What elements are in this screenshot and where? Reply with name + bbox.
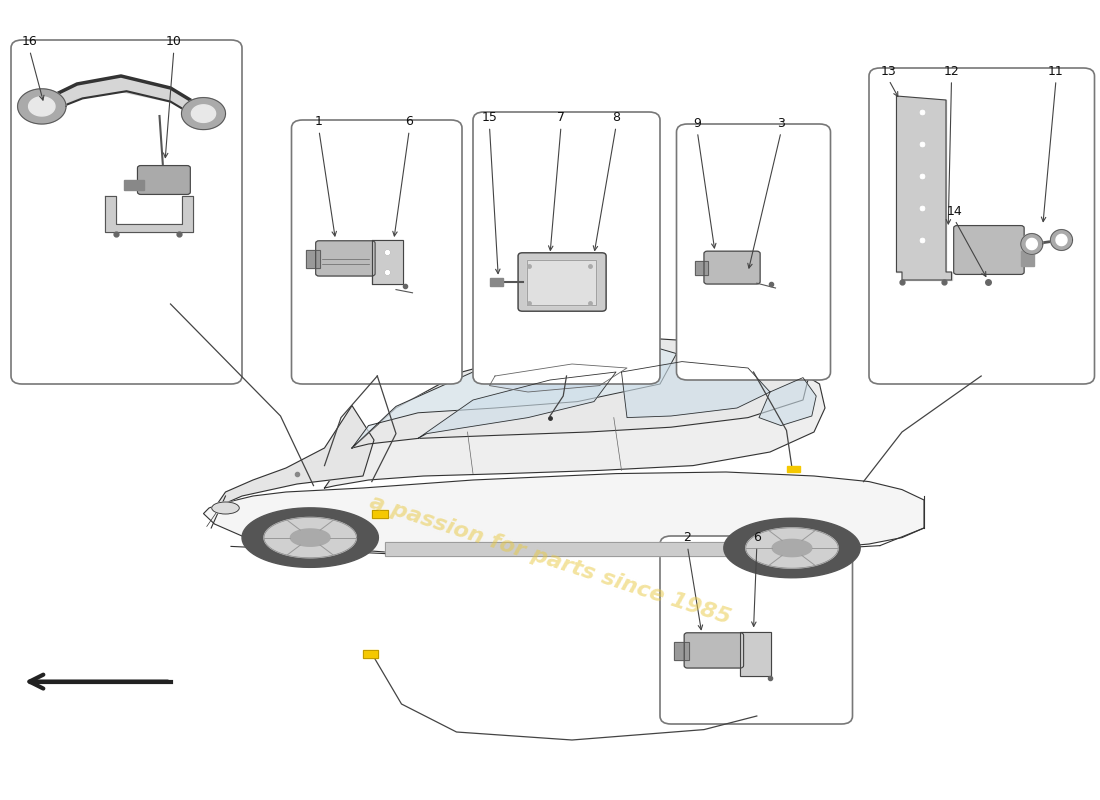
FancyBboxPatch shape xyxy=(316,241,375,276)
FancyBboxPatch shape xyxy=(660,536,852,724)
Polygon shape xyxy=(182,98,225,130)
FancyBboxPatch shape xyxy=(684,633,744,668)
Text: 6: 6 xyxy=(752,531,761,544)
Text: 7: 7 xyxy=(557,111,565,124)
FancyBboxPatch shape xyxy=(292,120,462,384)
Text: 2: 2 xyxy=(683,531,692,544)
Bar xyxy=(674,642,689,660)
Polygon shape xyxy=(896,96,951,280)
Bar xyxy=(306,250,320,268)
Polygon shape xyxy=(18,89,66,124)
Polygon shape xyxy=(772,539,812,557)
FancyBboxPatch shape xyxy=(676,124,830,380)
FancyBboxPatch shape xyxy=(473,112,660,384)
Text: 8: 8 xyxy=(612,111,620,124)
Polygon shape xyxy=(204,472,924,554)
Bar xyxy=(372,510,388,518)
Polygon shape xyxy=(264,518,356,558)
Bar xyxy=(372,240,403,284)
Text: 14: 14 xyxy=(947,205,962,218)
FancyBboxPatch shape xyxy=(138,166,190,194)
Bar xyxy=(385,542,748,556)
Bar xyxy=(695,261,708,275)
Ellipse shape xyxy=(211,502,240,514)
Polygon shape xyxy=(746,528,838,568)
Bar xyxy=(385,542,748,556)
Polygon shape xyxy=(29,97,55,116)
Polygon shape xyxy=(1050,230,1072,250)
Bar xyxy=(674,642,689,660)
Bar xyxy=(527,260,596,305)
Polygon shape xyxy=(759,378,816,426)
Text: 15: 15 xyxy=(482,111,497,124)
Bar xyxy=(306,250,320,268)
Polygon shape xyxy=(418,372,616,438)
Text: 1: 1 xyxy=(315,115,323,128)
Text: 13: 13 xyxy=(881,65,896,78)
FancyBboxPatch shape xyxy=(704,251,760,284)
Polygon shape xyxy=(490,364,627,392)
Polygon shape xyxy=(1021,234,1043,254)
Polygon shape xyxy=(242,508,378,567)
Polygon shape xyxy=(1056,234,1067,246)
Bar xyxy=(363,650,378,658)
Bar xyxy=(490,278,503,286)
Text: a passion for parts since 1985: a passion for parts since 1985 xyxy=(367,492,733,628)
Bar xyxy=(695,261,708,275)
Text: 12: 12 xyxy=(944,65,959,78)
Polygon shape xyxy=(290,529,330,546)
Polygon shape xyxy=(352,342,676,448)
FancyBboxPatch shape xyxy=(11,40,242,384)
Bar xyxy=(786,466,800,472)
FancyBboxPatch shape xyxy=(518,253,606,311)
Text: 11: 11 xyxy=(1048,65,1064,78)
Polygon shape xyxy=(1026,238,1037,250)
Bar xyxy=(372,510,388,518)
Bar xyxy=(1021,251,1034,266)
Bar xyxy=(740,632,771,676)
Polygon shape xyxy=(724,518,860,578)
Text: 6: 6 xyxy=(405,115,414,128)
Bar xyxy=(372,240,403,284)
Text: 9: 9 xyxy=(693,117,702,130)
Text: 3: 3 xyxy=(777,117,785,130)
Polygon shape xyxy=(104,196,192,232)
Polygon shape xyxy=(214,406,374,508)
FancyBboxPatch shape xyxy=(954,226,1024,274)
Text: 16: 16 xyxy=(22,35,37,48)
Polygon shape xyxy=(191,105,216,122)
Polygon shape xyxy=(352,338,808,448)
Polygon shape xyxy=(621,362,770,418)
Polygon shape xyxy=(324,348,825,488)
Bar xyxy=(363,650,378,658)
Bar xyxy=(124,180,144,190)
Text: 10: 10 xyxy=(166,35,182,48)
FancyBboxPatch shape xyxy=(869,68,1094,384)
Bar xyxy=(527,260,596,305)
Bar xyxy=(740,632,771,676)
